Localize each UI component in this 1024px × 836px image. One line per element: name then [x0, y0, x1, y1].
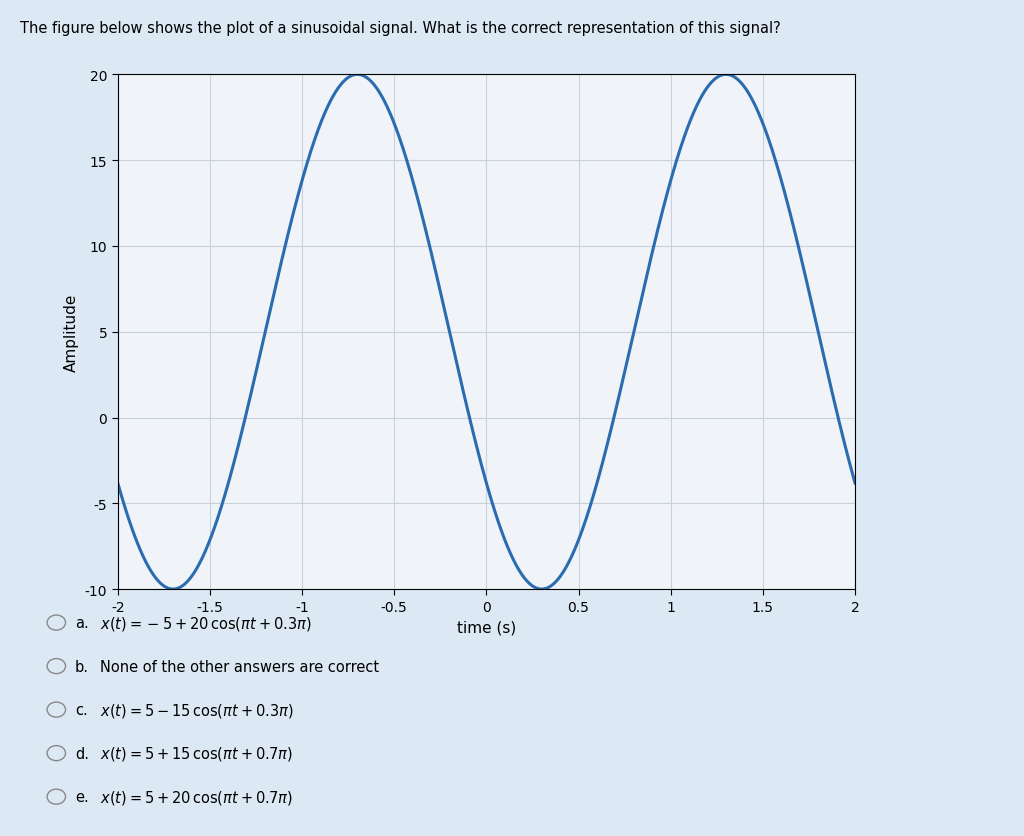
Y-axis label: Amplitude: Amplitude	[65, 293, 79, 371]
Text: a.: a.	[75, 615, 88, 630]
Text: None of the other answers are correct: None of the other answers are correct	[100, 659, 380, 674]
Text: The figure below shows the plot of a sinusoidal signal. What is the correct repr: The figure below shows the plot of a sin…	[20, 21, 781, 36]
Text: $x(t) = 5 + 20\,\cos(\pi t + 0.7\pi)$: $x(t) = 5 + 20\,\cos(\pi t + 0.7\pi)$	[100, 788, 293, 806]
X-axis label: time (s): time (s)	[457, 619, 516, 635]
Text: $x(t) = 5 + 15\,\cos(\pi t + 0.7\pi)$: $x(t) = 5 + 15\,\cos(\pi t + 0.7\pi)$	[100, 744, 293, 762]
Text: $x(t) = -5 + 20\,\cos(\pi t + 0.3\pi)$: $x(t) = -5 + 20\,\cos(\pi t + 0.3\pi)$	[100, 614, 312, 632]
Text: b.: b.	[75, 659, 89, 674]
Text: d.: d.	[75, 746, 89, 761]
Text: $x(t) = 5 - 15\,\cos(\pi t + 0.3\pi)$: $x(t) = 5 - 15\,\cos(\pi t + 0.3\pi)$	[100, 701, 294, 719]
Text: e.: e.	[75, 789, 88, 804]
Text: c.: c.	[75, 702, 87, 717]
